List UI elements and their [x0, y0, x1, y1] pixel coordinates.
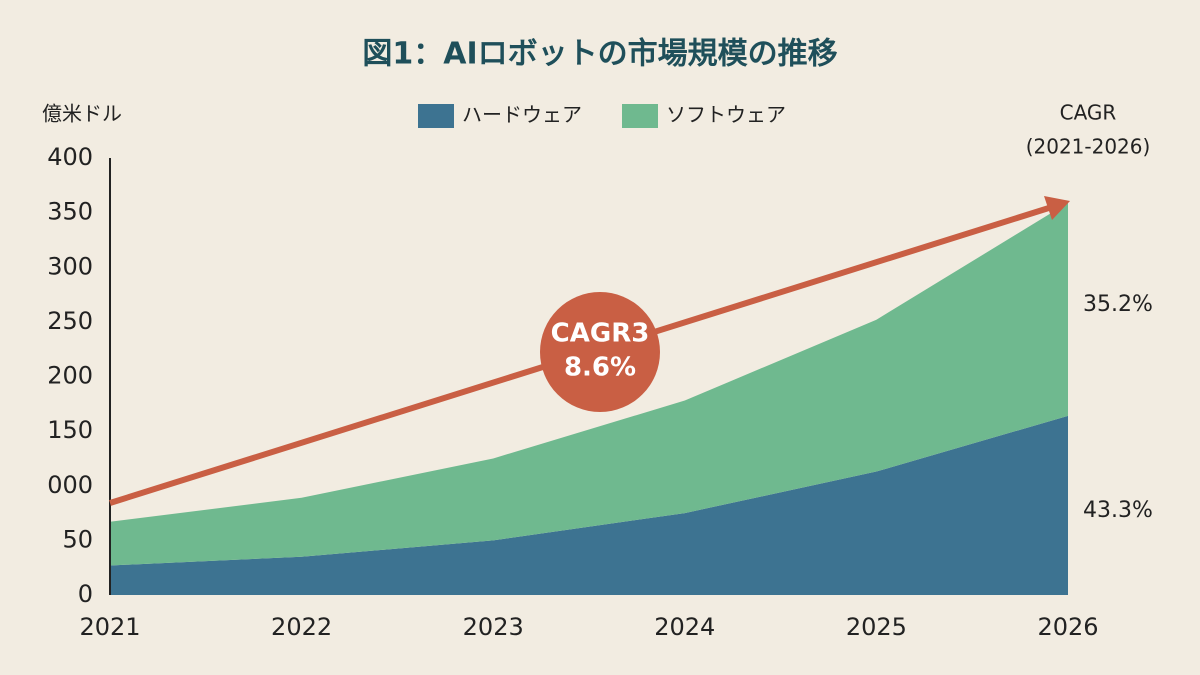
y-tick-label: 000 [47, 471, 93, 499]
x-tick-label: 2025 [846, 613, 907, 641]
cagr-bubble-text: CAGR3 [551, 319, 650, 349]
y-tick-label: 250 [47, 307, 93, 335]
y-tick-label: 350 [47, 198, 93, 226]
cagr-header: CAGR [1060, 101, 1117, 125]
hardware-cagr: 43.3% [1083, 498, 1153, 523]
cagr-bubble-text: 8.6% [564, 353, 636, 383]
legend-label: ハードウェア [462, 103, 582, 127]
y-tick-label: 0 [78, 580, 93, 608]
cagr-header: (2021-2026) [1026, 135, 1151, 159]
legend-swatch [418, 104, 454, 128]
area [110, 202, 1068, 566]
y-tick-label: 400 [47, 143, 93, 171]
arrow-head [1044, 196, 1070, 220]
x-tick-label: 2024 [654, 613, 715, 641]
cagr-bubble [540, 292, 660, 412]
x-tick-label: 2021 [79, 613, 140, 641]
x-tick-label: 2023 [463, 613, 524, 641]
plot [109, 158, 1068, 595]
y-tick-label: 150 [47, 416, 93, 444]
area [110, 415, 1068, 595]
software-cagr: 35.2% [1083, 292, 1153, 317]
legend-label: ソフトウェア [666, 103, 786, 127]
legend-swatch [622, 104, 658, 128]
chart-title: 図1：AIロボットの市場規模の推移 [362, 37, 837, 72]
y-tick-label: 300 [47, 252, 93, 280]
y-tick-label: 200 [47, 362, 93, 390]
x-tick-label: 2022 [271, 613, 332, 641]
y-tick-label: 50 [62, 525, 93, 553]
y-axis-label: 億米ドル [42, 102, 122, 126]
x-tick-label: 2026 [1037, 613, 1098, 641]
